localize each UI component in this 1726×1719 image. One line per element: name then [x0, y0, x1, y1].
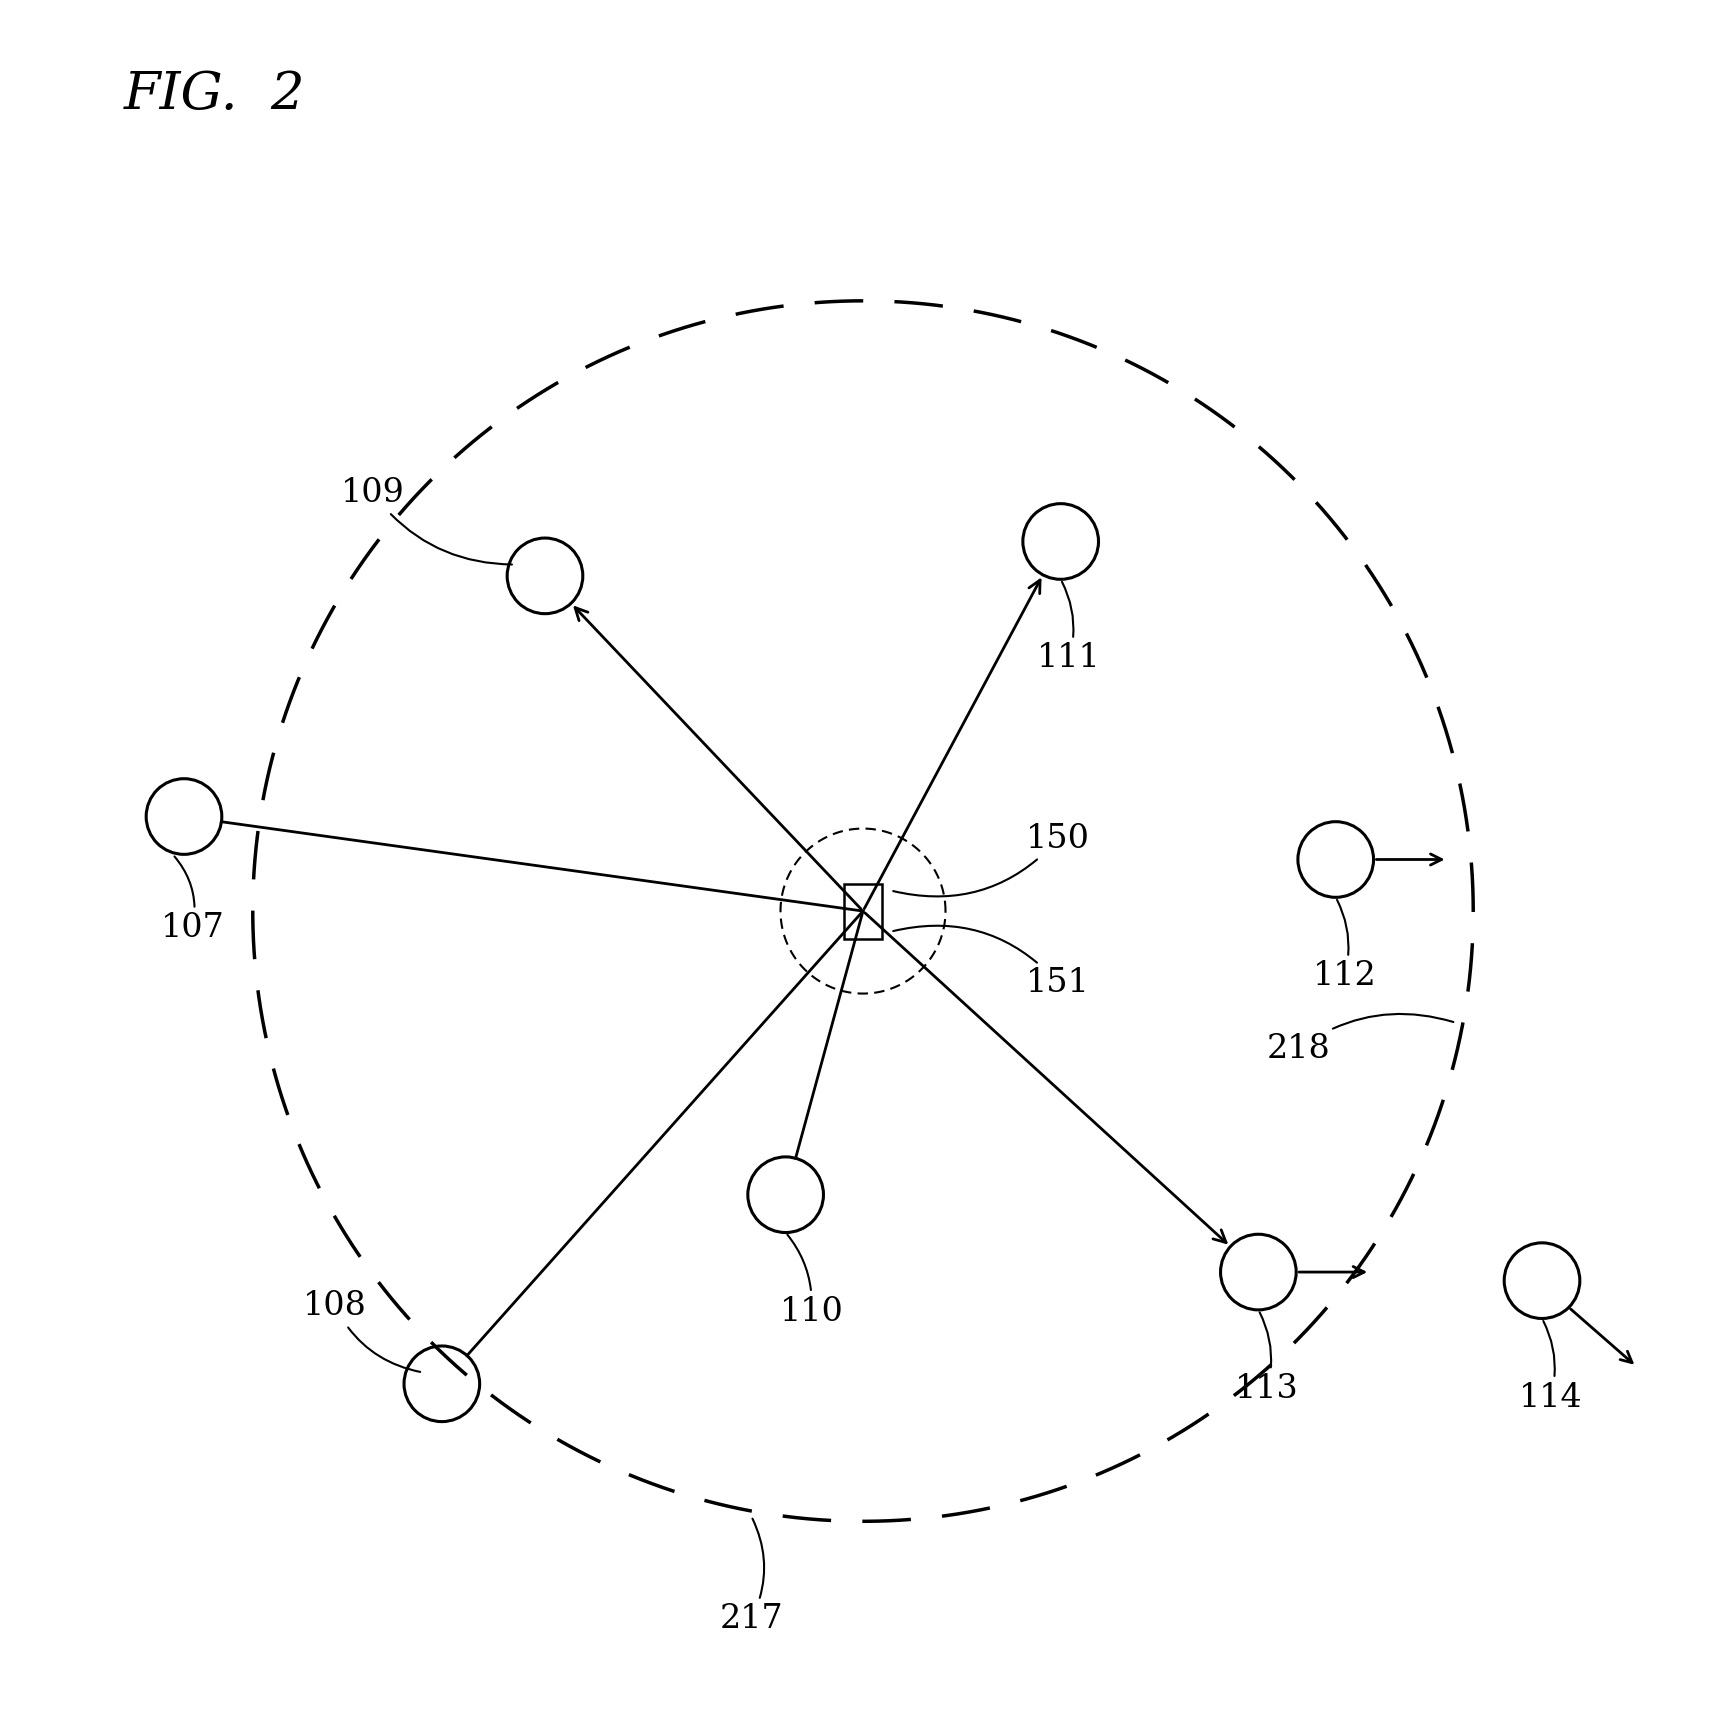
Text: 112: 112 — [1312, 899, 1376, 992]
Text: 114: 114 — [1519, 1320, 1583, 1413]
Text: 113: 113 — [1236, 1312, 1300, 1404]
Text: 110: 110 — [780, 1234, 844, 1327]
Text: FIG.  2: FIG. 2 — [124, 69, 306, 120]
Text: 218: 218 — [1267, 1014, 1453, 1064]
Text: 107: 107 — [161, 856, 224, 944]
Text: 108: 108 — [304, 1291, 419, 1372]
Text: 151: 151 — [894, 927, 1091, 999]
Text: 109: 109 — [342, 478, 513, 564]
Text: 111: 111 — [1037, 581, 1101, 674]
Text: 150: 150 — [892, 823, 1091, 896]
Text: 217: 217 — [720, 1518, 784, 1635]
Bar — [844, 884, 882, 939]
